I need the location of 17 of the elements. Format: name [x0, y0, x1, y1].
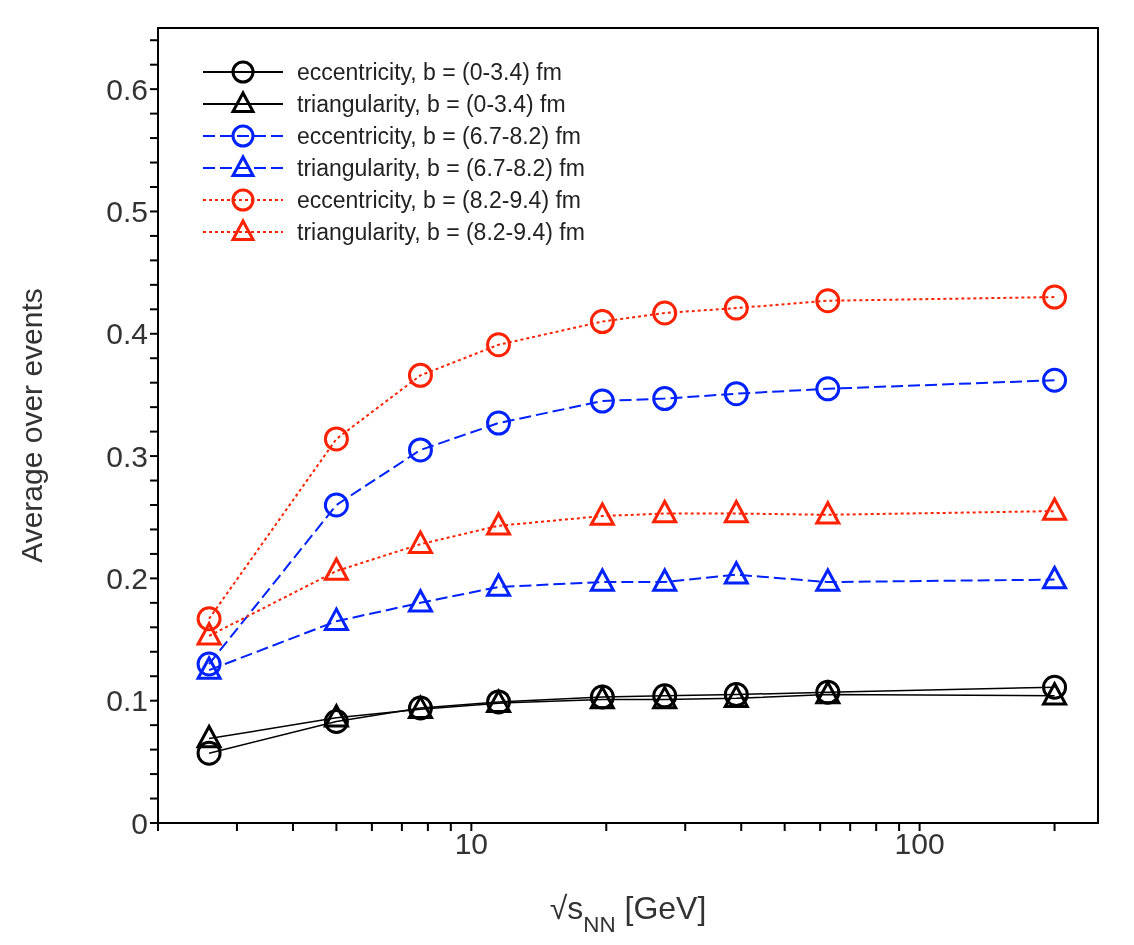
legend-label: eccentricity, b = (0-3.4) fm	[297, 58, 562, 87]
legend-label: triangularity, b = (0-3.4) fm	[297, 90, 566, 119]
y-tick-label: 0.3	[106, 439, 148, 473]
y-tick-label: 0	[131, 806, 148, 840]
x-axis-title: √s$_{NN}$ [GeV]	[549, 890, 707, 937]
legend-label: eccentricity, b = (8.2-9.4) fm	[297, 186, 581, 215]
y-axis-title: Average over events	[15, 288, 48, 563]
y-tick-label: 0.5	[106, 195, 148, 229]
legend-label: eccentricity, b = (6.7-8.2) fm	[297, 122, 581, 151]
legend-label: triangularity, b = (6.7-8.2) fm	[297, 154, 585, 183]
legend-label: triangularity, b = (8.2-9.4) fm	[297, 218, 585, 247]
y-tick-label: 0.6	[106, 72, 148, 106]
y-tick-label: 0.2	[106, 562, 148, 596]
x-tick-label: 10	[454, 827, 489, 861]
x-tick-label: 100	[894, 827, 945, 861]
y-tick-label: 0.4	[106, 317, 148, 351]
y-tick-label: 0.1	[106, 684, 148, 718]
